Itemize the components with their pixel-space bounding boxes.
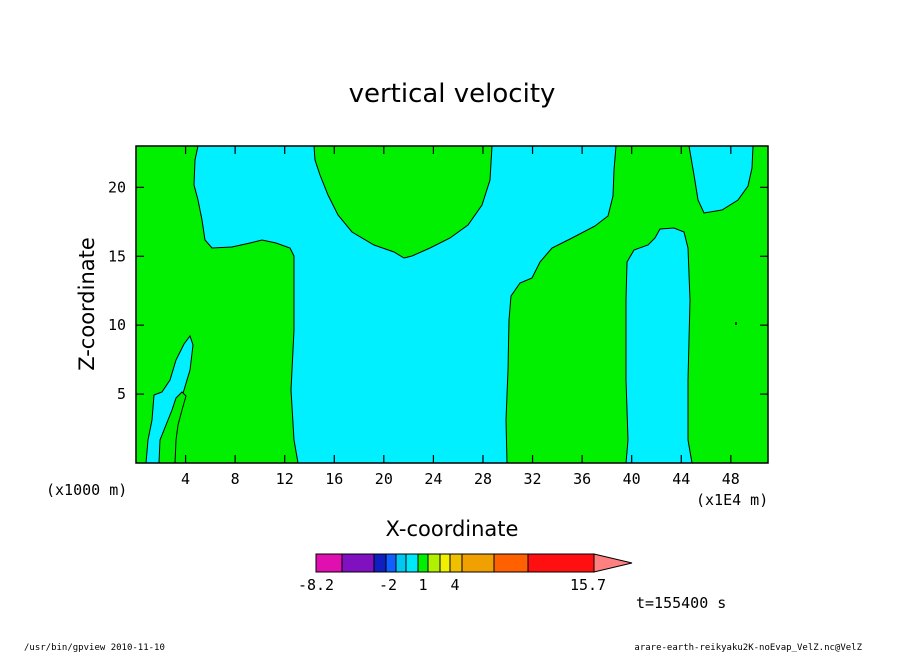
x-tick-label: 48	[722, 470, 740, 488]
plot-area	[135, 145, 769, 464]
colorbar-segment	[493, 553, 529, 573]
x-tick-label: 32	[524, 470, 542, 488]
x-tick-label: 12	[276, 470, 294, 488]
x-tick-labels: 4 8 12 16 20 24 28 32 36 40 44 48	[181, 470, 740, 488]
colorbar-segment	[417, 553, 429, 573]
x-tick-label: 36	[573, 470, 591, 488]
time-label: t=155400 s	[636, 594, 726, 612]
colorbar-label: -2	[379, 576, 397, 594]
y-axis-label: Z-coordinate	[75, 237, 99, 371]
x-tick-label: 8	[231, 470, 240, 488]
colorbar-label: 4	[450, 576, 459, 594]
y-tick-label: 5	[117, 385, 126, 403]
colorbar-segment	[439, 553, 451, 573]
colorbar-segment	[461, 553, 495, 573]
colorbar-segment	[427, 553, 441, 573]
x-tick-label: 20	[375, 470, 393, 488]
x-tick-label: 24	[424, 470, 442, 488]
colorbar-label: 15.7	[570, 576, 606, 594]
colorbar-segment	[341, 553, 375, 573]
y-tick-label: 15	[108, 247, 126, 265]
negative-region-right-column	[625, 227, 693, 464]
colorbar-label: -8.2	[298, 576, 334, 594]
positive-region-inner-leaf	[158, 391, 187, 464]
colorbar-label: 1	[418, 576, 427, 594]
y-tick-label: 20	[108, 178, 126, 196]
colorbar-segment	[405, 553, 419, 573]
x-tick-label: 4	[181, 470, 190, 488]
colorbar	[315, 553, 633, 573]
x-scale-note: (x1000 m)	[46, 481, 127, 499]
colorbar-arrow	[593, 553, 633, 573]
footer-right: arare-earth-reikyaku2K-noEvap_VelZ.nc@Ve…	[634, 643, 862, 653]
colorbar-segment	[315, 553, 343, 573]
x-tick-label: 16	[325, 470, 343, 488]
plot-frame	[135, 145, 769, 464]
negative-region-main	[193, 145, 617, 464]
colorbar-segment	[527, 553, 595, 573]
y-tick-label: 10	[108, 316, 126, 334]
footer-left: /usr/bin/gpview 2010-11-10	[24, 643, 165, 653]
x-axis-label: X-coordinate	[386, 517, 519, 541]
chart-title: vertical velocity	[349, 79, 556, 109]
colorbar-segment	[449, 553, 463, 573]
x-tick-label: 28	[474, 470, 492, 488]
colorbar-segment	[385, 553, 397, 573]
x-tick-label: 44	[672, 470, 690, 488]
colorbar-segment	[395, 553, 407, 573]
colorbar-segment	[373, 553, 387, 573]
x-unit-note: (x1E4 m)	[696, 491, 768, 509]
tick-marks	[136, 146, 768, 463]
y-tick-labels: 5 10 15 20	[108, 178, 126, 403]
x-tick-label: 40	[623, 470, 641, 488]
colorbar-labels: -8.2 -2 1 4 15.7	[298, 576, 606, 594]
negative-region-top-right	[688, 145, 754, 214]
